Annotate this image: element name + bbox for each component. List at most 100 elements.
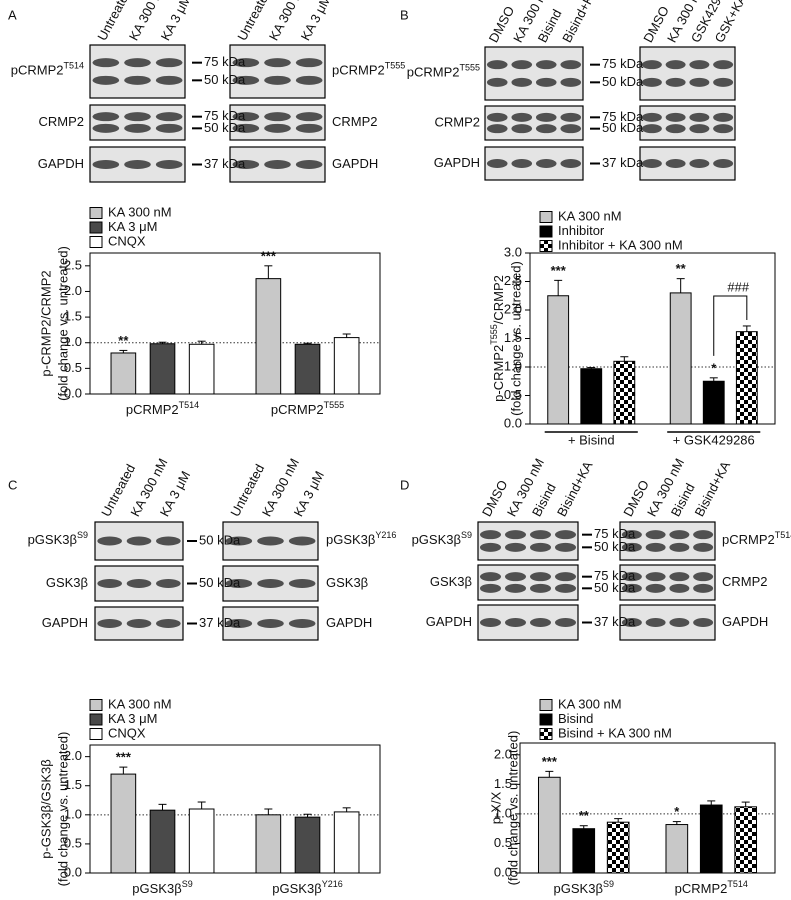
marker-label: 75 kDa: [594, 526, 636, 541]
row-label-text: pCRMP2: [332, 63, 385, 78]
blot-band: [530, 583, 551, 593]
blot-band: [645, 530, 666, 540]
bar: [572, 828, 596, 874]
blot-band: [480, 530, 501, 540]
y-axis-sublabel: (fold change vs. untreated): [508, 261, 523, 416]
bar: [255, 814, 282, 874]
x-tick-label: pGSK3βS9: [132, 879, 192, 896]
blot-strip: [484, 46, 584, 101]
row-label-sup: T514: [63, 61, 84, 71]
blot-band: [621, 542, 642, 552]
blot-strip: [89, 104, 186, 141]
blot-strip: [639, 105, 736, 141]
marker-label: 50 kDa: [594, 580, 636, 595]
y-tick-label: 2.5: [504, 273, 522, 288]
blot-band: [232, 75, 260, 85]
bar: [669, 292, 692, 425]
blot-band: [689, 77, 710, 87]
blot-band: [288, 579, 316, 588]
significance: **: [676, 261, 687, 276]
y-axis-sublabel: (fold change vs. untreated): [505, 731, 520, 886]
blot-band: [257, 536, 284, 546]
blot-band: [511, 60, 533, 70]
blot-band: [257, 619, 284, 628]
blot-band: [295, 123, 323, 133]
row-label: pGSK3βY216: [326, 530, 396, 547]
legend-label: Inhibitor: [558, 223, 605, 238]
bar: [580, 368, 603, 425]
blot-band: [560, 124, 582, 134]
blot-strip: [229, 104, 326, 141]
row-label: CRMP2: [332, 114, 378, 129]
blot-band: [693, 530, 714, 540]
marker-label: 50 kDa: [204, 120, 246, 135]
blot-band: [126, 536, 152, 546]
blot-band: [225, 619, 253, 628]
plot-frame: [89, 252, 381, 395]
x-tick-label: pCRMP2T514: [126, 400, 199, 417]
blot-band: [713, 159, 734, 168]
legend-swatch: [539, 211, 553, 223]
row-label-sup: S9: [461, 530, 472, 540]
marker-label: 50 kDa: [204, 72, 246, 87]
blot-band: [530, 618, 551, 627]
y-axis-sublabel: (fold change vs. untreated): [55, 246, 70, 401]
blot-band: [535, 159, 557, 168]
bar: [333, 337, 360, 395]
blot-band: [486, 112, 508, 122]
row-label: GAPDH: [326, 615, 372, 630]
row-label: GAPDH: [426, 614, 472, 629]
y-tick-label: 3.0: [504, 244, 522, 259]
row-label: GAPDH: [42, 615, 88, 630]
blot-band: [693, 583, 714, 593]
blot-band: [713, 112, 734, 122]
legend-label: Inhibitor + KA 300 nM: [558, 237, 683, 252]
row-label-sup: T555: [459, 63, 480, 73]
blot-band: [665, 77, 686, 87]
blot-strip: [639, 46, 736, 101]
blot-band: [225, 536, 253, 546]
blot-band: [530, 572, 551, 582]
blot-band: [92, 160, 120, 169]
y-tick-label: 2.0: [64, 283, 82, 298]
marker-label: 50 kDa: [602, 74, 644, 89]
marker-label: 75 kDa: [204, 54, 246, 69]
blot-band: [124, 112, 151, 122]
blot-band: [669, 618, 690, 627]
row-label: GAPDH: [434, 155, 480, 170]
blot-band: [232, 112, 260, 122]
blot-band: [232, 123, 260, 133]
row-label: pCRMP2T514: [11, 61, 84, 78]
blot-band: [621, 583, 642, 593]
blot-band: [665, 159, 686, 168]
blot-band: [92, 123, 120, 133]
blot-band: [555, 583, 576, 593]
bar: [702, 380, 725, 425]
blot-strip: [89, 44, 186, 99]
panel-label: B: [400, 7, 409, 22]
significance: **: [579, 808, 590, 823]
row-label: GAPDH: [722, 614, 768, 629]
blot-band: [689, 159, 710, 168]
significance: *: [711, 360, 717, 375]
blot-band: [97, 579, 122, 588]
y-axis-label: p-CRMP2T555/CRMP2: [489, 275, 506, 402]
row-label: pCRMP2T555: [332, 61, 405, 78]
blot-band: [264, 160, 291, 169]
blot-band: [560, 159, 582, 168]
blot-band: [689, 112, 710, 122]
legend-swatch: [89, 207, 103, 219]
significance: ***: [116, 750, 132, 765]
blot-band: [555, 530, 576, 540]
blot-band: [257, 579, 284, 588]
x-tick-label: + Bisind: [568, 432, 615, 447]
row-label-text: pGSK3β: [326, 532, 375, 547]
y-tick-label: 1.0: [64, 334, 82, 349]
y-tick-label: 1.5: [504, 330, 522, 345]
blot-band: [641, 112, 662, 122]
blot-band: [288, 536, 316, 546]
blot-band: [535, 77, 557, 87]
x-tick-label-sup: T555: [324, 400, 345, 410]
bar: [613, 360, 636, 425]
bar: [294, 343, 321, 395]
